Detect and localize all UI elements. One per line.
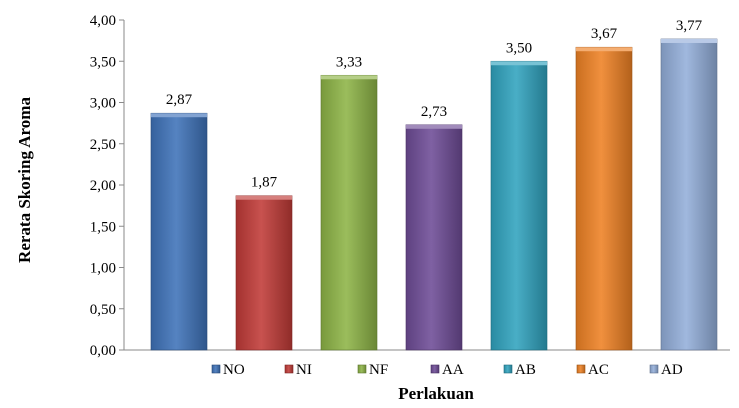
legend-label-aa: AA [442,362,464,378]
legend-label-no: NO [223,362,245,378]
bars [150,38,718,351]
data-label-aa: 2,73 [421,104,447,120]
legend-swatch-ac [576,364,586,374]
data-labels: 2,87 1,87 3,33 2,73 3,50 3,67 3,77 [166,18,703,191]
bar-top-highlight [491,61,547,66]
legend-label-ni: NI [296,362,312,378]
data-label-nf: 3,33 [336,54,362,70]
bar-top-highlight [406,124,462,129]
y-tick-label: 0,00 [90,343,116,359]
y-tick-label: 3,00 [90,96,116,112]
y-tick-label: 1,50 [90,219,116,235]
bar-ab [490,60,548,351]
data-label-ac: 3,67 [591,26,618,42]
data-label-ni: 1,87 [251,175,278,191]
legend-swatch-nf [357,364,367,374]
legend-swatch-ad [649,364,659,374]
bar-nf [320,74,378,351]
bar-top-highlight [321,75,377,80]
data-label-no: 2,87 [166,92,193,108]
y-axis: 0,00 0,50 1,00 1,50 2,00 2,50 3,00 3,50 4,00 [90,13,730,359]
bar-top-highlight [576,47,632,52]
legend: NO NI NF AA AB AC AD [211,362,683,378]
data-label-ad: 3,77 [676,18,703,34]
data-label-ab: 3,50 [506,40,532,56]
bar-ac [575,46,633,351]
y-axis-title: Rerata Skoring Aroma [15,97,34,263]
bar-top-highlight [236,195,292,200]
bar-no [150,112,208,351]
bar-ni [235,195,293,351]
legend-swatch-aa [430,364,440,374]
y-tick-label: 0,50 [90,302,116,318]
legend-swatch-ab [503,364,513,374]
bar-aa [405,124,463,351]
y-tick-label: 2,00 [90,178,116,194]
bar-top-highlight [151,113,207,118]
legend-swatch-no [211,364,221,374]
legend-label-ab: AB [515,362,536,378]
y-tick-label: 3,50 [90,54,116,70]
y-tick-label: 1,00 [90,261,116,277]
y-tick-label: 4,00 [90,13,116,29]
y-tick-label: 2,50 [90,137,116,153]
x-axis-title: Perlakuan [398,384,474,403]
legend-label-nf: NF [369,362,388,378]
bar-ad [660,38,718,351]
bar-top-highlight [661,38,717,43]
legend-label-ad: AD [661,362,683,378]
legend-swatch-ni [284,364,294,374]
legend-label-ac: AC [588,362,609,378]
